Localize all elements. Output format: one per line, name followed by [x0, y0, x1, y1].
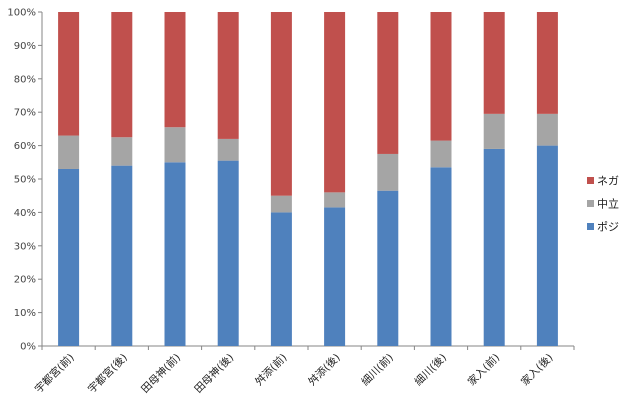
x-tick-label: 細川(前): [359, 351, 396, 388]
x-tick-label: 宇都宮(前): [32, 351, 77, 396]
bar-segment-中立: [164, 127, 186, 163]
y-tick-label: 100%: [7, 8, 36, 19]
bar-segment-ポジ: [164, 162, 186, 346]
x-tick-label: 宇都宮(後): [85, 351, 130, 396]
legend-swatch: [587, 177, 594, 184]
bar-segment-ポジ: [377, 190, 399, 346]
y-tick-label: 80%: [14, 74, 36, 85]
bar-segment-ポジ: [324, 207, 346, 346]
bar-segment-中立: [324, 192, 346, 208]
y-tick-label: 0%: [20, 342, 36, 353]
bar-segment-ネガ: [324, 12, 346, 193]
bar-segment-ネガ: [483, 12, 505, 114]
y-tick-label: 30%: [14, 241, 36, 252]
x-tick-label: 田母神(前): [138, 351, 183, 396]
bar-segment-ポジ: [217, 160, 239, 346]
x-tick-label: 舛添(前): [252, 351, 289, 388]
bar-segment-ネガ: [217, 12, 239, 139]
legend-label: ネガ: [597, 175, 619, 188]
bar-segment-中立: [430, 140, 452, 168]
x-tick-labels: 宇都宮(前) 宇都宮(後) 田母神(前) 田母神(後) 舛添(前) 舛添(後) 細川(前) 細…: [32, 351, 555, 396]
bar-segment-中立: [217, 138, 239, 161]
x-tick-label: 家入(後): [518, 351, 555, 388]
bar-segment-ポジ: [58, 168, 80, 346]
bar-segment-中立: [377, 153, 399, 191]
bar-segment-ポジ: [270, 212, 292, 346]
legend-swatch: [587, 200, 594, 207]
y-tick-label: 90%: [14, 41, 36, 52]
bar-segment-中立: [58, 135, 80, 169]
bar-segment-ポジ: [483, 148, 505, 346]
x-tick-label: 家入(前): [465, 351, 502, 388]
bar-segment-ネガ: [111, 12, 133, 138]
x-tick-label: 舛添(後): [305, 351, 342, 388]
bars: [58, 12, 558, 346]
bar-segment-ネガ: [164, 12, 186, 128]
y-tick-label: 60%: [14, 141, 36, 152]
bar-segment-ネガ: [377, 12, 399, 154]
bar-segment-ポジ: [430, 167, 452, 346]
bar-segment-中立: [111, 137, 133, 166]
y-tick-label: 20%: [14, 275, 36, 286]
legend-swatch: [587, 223, 594, 230]
bar-segment-ネガ: [536, 12, 558, 114]
bar-segment-ネガ: [58, 12, 80, 136]
y-tick-label: 10%: [14, 308, 36, 319]
bar-segment-ネガ: [270, 12, 292, 196]
bar-segment-中立: [536, 113, 558, 146]
bar-segment-中立: [483, 113, 505, 149]
y-tick-label: 50%: [14, 175, 36, 186]
legend-label: 中立: [597, 197, 619, 211]
bar-segment-ネガ: [430, 12, 452, 141]
bar-segment-ポジ: [536, 145, 558, 346]
y-tick-label: 40%: [14, 208, 36, 219]
bar-segment-中立: [270, 195, 292, 213]
bar-segment-ポジ: [111, 165, 133, 346]
legend-label: ポジ: [597, 221, 619, 234]
x-tick-label: 細川(後): [412, 351, 449, 388]
y-tick-label: 70%: [14, 108, 36, 119]
x-tick-label: 田母神(後): [192, 351, 237, 396]
